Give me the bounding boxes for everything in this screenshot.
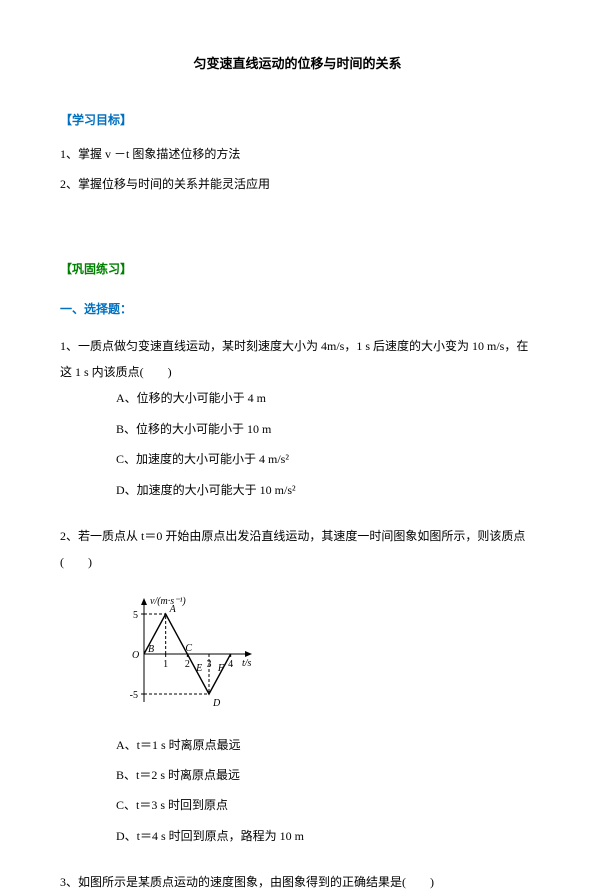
svg-text:2: 2 <box>185 659 190 670</box>
q1-option-d: D、加速度的大小可能大于 10 m/s² <box>116 477 535 503</box>
q1-option-c: C、加速度的大小可能小于 4 m/s² <box>116 446 535 472</box>
q1-option-b: B、位移的大小可能小于 10 m <box>116 416 535 442</box>
q1-option-a: A、位移的大小可能小于 4 m <box>116 385 535 411</box>
svg-text:1: 1 <box>163 659 168 670</box>
question-1-options: A、位移的大小可能小于 4 m B、位移的大小可能小于 10 m C、加速度的大… <box>60 385 535 503</box>
objectives-header: 【学习目标】 <box>60 107 535 133</box>
question-3-stem: 3、如图所示是某质点运动的速度图象，由图象得到的正确结果是( ) <box>60 869 535 895</box>
svg-text:-5: -5 <box>130 690 138 701</box>
question-1: 1、一质点做匀变速直线运动，某时刻速度大小为 4m/s，1 s 后速度的大小变为… <box>60 333 535 503</box>
svg-text:5: 5 <box>133 610 138 621</box>
svg-text:C: C <box>185 643 192 654</box>
question-2-stem: 2、若一质点从 t＝0 开始由原点出发沿直线运动，其速度一时间图象如图所示，则该… <box>60 523 535 576</box>
spacer <box>60 202 535 242</box>
svg-text:O: O <box>132 650 139 661</box>
page-title: 匀变速直线运动的位移与时间的关系 <box>60 50 535 79</box>
q2-option-d: D、t＝4 s 时回到原点，路程为 10 m <box>116 823 535 849</box>
svg-text:E: E <box>195 663 202 674</box>
svg-text:F: F <box>217 663 225 674</box>
practice-subheader: 一、选择题： <box>60 296 535 322</box>
question-2: 2、若一质点从 t＝0 开始由原点出发沿直线运动，其速度一时间图象如图所示，则该… <box>60 523 535 849</box>
q2-option-c: C、t＝3 s 时回到原点 <box>116 792 535 818</box>
svg-text:4: 4 <box>228 659 233 670</box>
question-1-stem: 1、一质点做匀变速直线运动，某时刻速度大小为 4m/s，1 s 后速度的大小变为… <box>60 333 535 386</box>
question-3: 3、如图所示是某质点运动的速度图象，由图象得到的正确结果是( ) <box>60 869 535 895</box>
q2-option-a: A、t＝1 s 时离原点最远 <box>116 732 535 758</box>
svg-text:D: D <box>212 698 221 709</box>
vt-graph: v/(m·s⁻¹)t/sO-551234BACEDF <box>116 584 256 724</box>
svg-text:v/(m·s⁻¹): v/(m·s⁻¹) <box>150 596 186 607</box>
question-2-chart: v/(m·s⁻¹)t/sO-551234BACEDF <box>60 584 535 724</box>
objective-2: 2、掌握位移与时间的关系并能灵活应用 <box>60 171 535 197</box>
objective-1: 1、掌握 v －t 图象描述位移的方法 <box>60 141 535 167</box>
question-2-options: A、t＝1 s 时离原点最远 B、t＝2 s 时离原点最远 C、t＝3 s 时回… <box>60 732 535 850</box>
svg-text:t/s: t/s <box>242 658 252 669</box>
svg-text:B: B <box>148 644 154 655</box>
svg-text:A: A <box>169 604 177 615</box>
practice-header: 【巩固练习】 <box>60 256 535 282</box>
q2-option-b: B、t＝2 s 时离原点最远 <box>116 762 535 788</box>
